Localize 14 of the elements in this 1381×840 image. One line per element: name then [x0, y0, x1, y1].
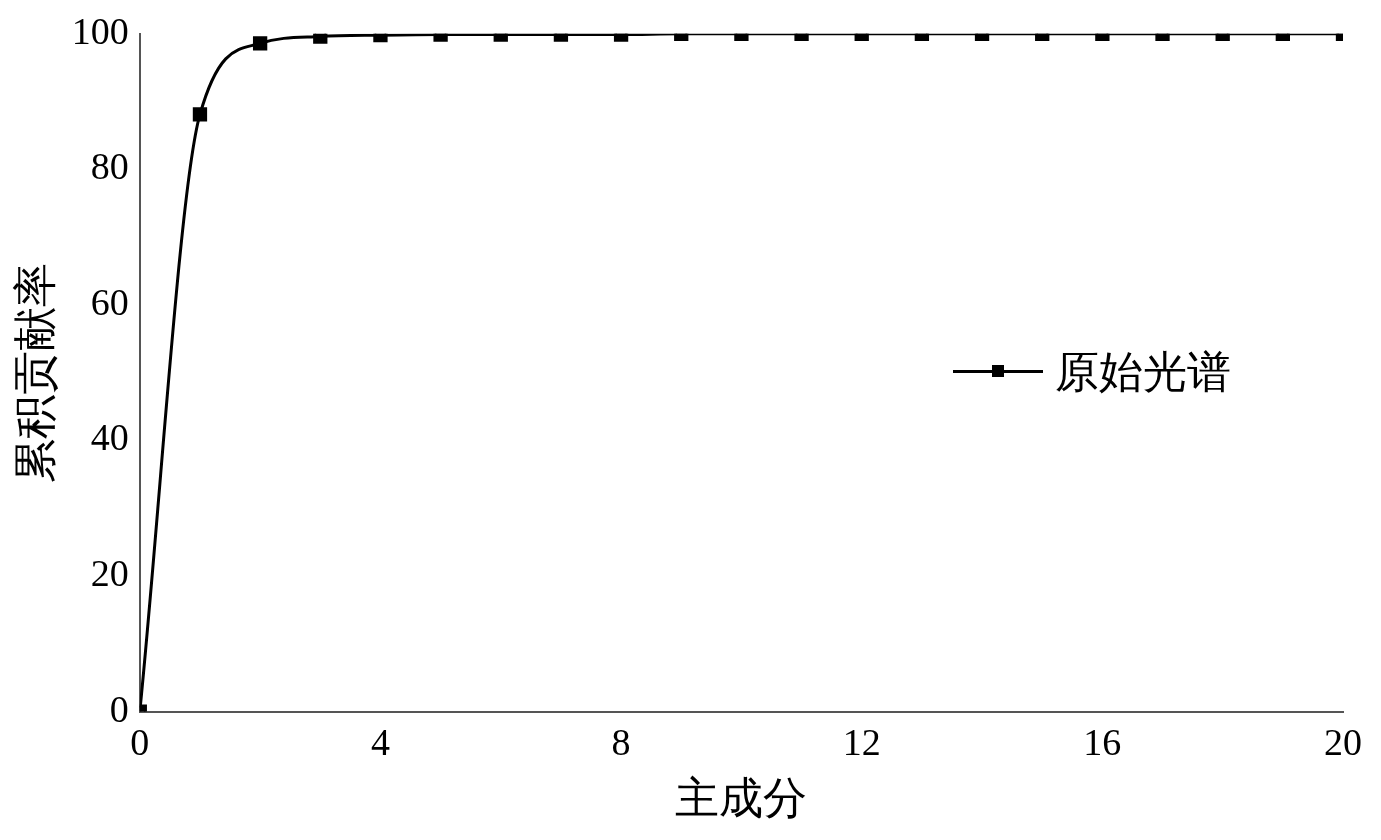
x-tick-label: 20 [1324, 721, 1362, 764]
y-tick-label: 40 [90, 416, 129, 459]
x-tick-label: 4 [370, 721, 390, 764]
x-tick-label: 12 [842, 721, 881, 764]
y-axis-title: 累积贡献率 [10, 262, 60, 483]
legend-label: 原始光谱 [1055, 346, 1231, 399]
y-tick-label: 20 [90, 552, 129, 595]
y-tick-label: 0 [109, 687, 129, 730]
x-tick-label: 16 [1083, 721, 1122, 764]
x-tick-label: 8 [611, 721, 631, 764]
y-tick-label: 60 [90, 280, 129, 323]
y-tick-label: 100 [71, 9, 129, 52]
y-tick-label: 80 [90, 145, 129, 188]
x-axis-title: 主成分 [675, 774, 808, 824]
